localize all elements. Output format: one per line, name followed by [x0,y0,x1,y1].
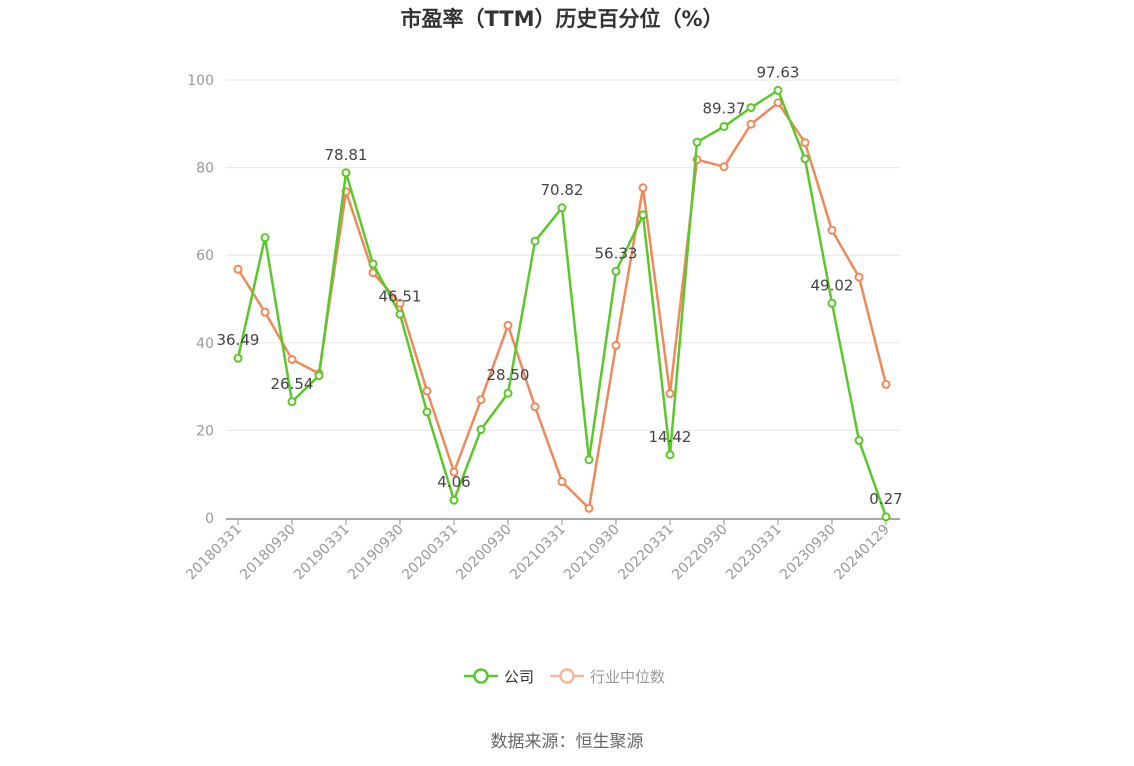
x-tick-label: 20230930 [777,522,839,584]
x-tick-label: 20200930 [453,522,515,584]
data-point [746,119,756,129]
data-point [665,450,675,460]
series-company [233,85,891,522]
x-tick-label: 20210331 [507,522,569,584]
data-point [557,203,567,213]
data-point [476,395,486,405]
source-note: 数据来源：恒生聚源 [491,732,644,752]
data-point [827,225,837,235]
data-point [584,455,594,465]
data-point [233,353,243,363]
data-point [638,183,648,193]
data-point [395,298,405,308]
x-tick-label: 20220331 [615,522,677,584]
data-point [449,467,459,477]
y-tick-label: 40 [196,336,214,352]
x-tick-label: 20210930 [561,522,623,584]
legend-item-company[interactable]: 公司 [464,668,534,686]
legend: 公司 行业中位数 [464,668,665,686]
chart-title: 市盈率（TTM）历史百分位（%） [400,7,723,31]
data-label: 36.49 [217,331,260,349]
data-point [422,407,432,417]
data-point [719,122,729,132]
data-point [746,103,756,113]
data-point [395,309,405,319]
data-point [260,307,270,317]
data-point [800,154,810,164]
data-point [314,371,324,381]
legend-marker [473,668,489,684]
data-point [449,495,459,505]
data-label: 56.33 [595,244,638,262]
data-point [530,402,540,412]
data-labels: 36.49 26.54 78.81 46.51 4.06 28.50 70.82 56.33 1… [217,63,903,507]
data-point [557,477,567,487]
x-tick-label: 20190331 [291,522,353,584]
data-label: 4.06 [437,473,470,491]
series-layer [233,85,891,522]
data-point [287,354,297,364]
data-point [584,503,594,513]
x-tick-label: 20230331 [723,522,785,584]
data-point [692,137,702,147]
data-label: 97.63 [757,63,800,81]
data-label: 49.02 [811,276,854,294]
data-point [503,320,513,330]
legend-marker [559,668,575,684]
x-tick-label: 20200331 [399,522,461,584]
data-label: 78.81 [325,146,368,164]
data-point [881,512,891,522]
data-point [719,162,729,172]
data-label: 89.37 [703,100,746,118]
data-point [773,98,783,108]
data-point [611,340,621,350]
data-point [611,266,621,276]
data-point [233,264,243,274]
data-point [287,397,297,407]
data-label: 28.50 [487,366,530,384]
data-point [368,259,378,269]
data-point [827,298,837,308]
data-point [665,389,675,399]
data-label: 70.82 [541,181,584,199]
data-point [773,85,783,95]
data-point [638,210,648,220]
data-label: 26.54 [271,375,314,393]
data-point [476,425,486,435]
x-axis: 2018033120180930201903312019093020200331… [183,518,900,584]
data-point [422,386,432,396]
data-point [854,435,864,445]
data-point [881,379,891,389]
legend-label: 行业中位数 [590,668,665,686]
data-point [503,388,513,398]
data-point [341,168,351,178]
data-label: 46.51 [379,287,422,305]
legend-label: 公司 [504,668,534,686]
legend-item-industry-median[interactable]: 行业中位数 [550,668,665,686]
y-tick-label: 100 [187,73,214,89]
x-tick-label: 20240129 [831,522,893,584]
y-tick-label: 0 [205,511,214,527]
data-point [530,236,540,246]
data-point [260,233,270,243]
y-tick-label: 80 [196,161,214,177]
series-industry-median [233,98,891,513]
x-tick-label: 20180331 [183,522,245,584]
y-axis: 0 20 40 60 80 100 [187,73,214,527]
y-tick-label: 60 [196,248,214,264]
data-point [800,138,810,148]
y-tick-label: 20 [196,423,214,439]
x-tick-label: 20220930 [669,522,731,584]
x-tick-label: 20180930 [237,522,299,584]
grid-lines [226,79,900,431]
x-tick-label: 20190930 [345,522,407,584]
data-label: 14.42 [649,428,692,446]
data-point [854,272,864,282]
data-label: 0.27 [869,490,902,508]
